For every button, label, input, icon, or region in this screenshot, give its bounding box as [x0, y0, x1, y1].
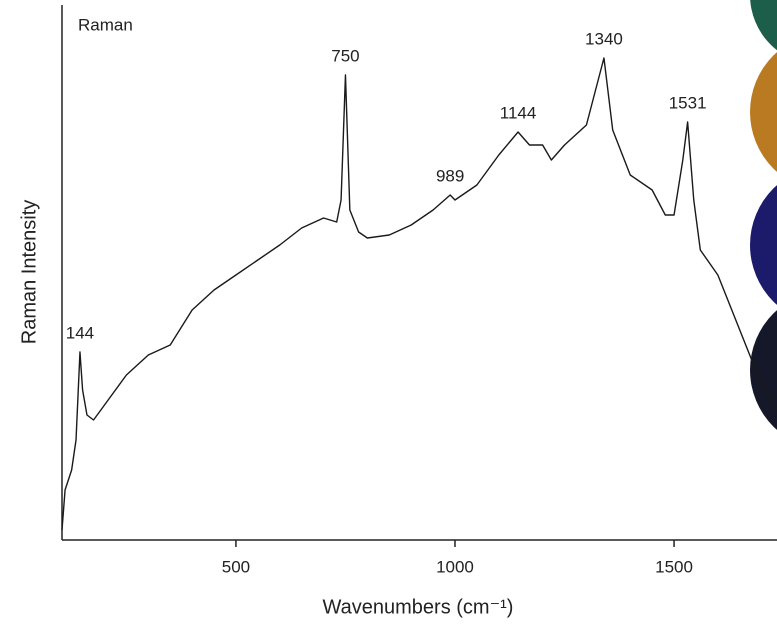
y-axis-label: Raman Intensity [18, 200, 40, 345]
sample-image [750, 52, 777, 172]
peak-label: 144 [66, 323, 94, 342]
peak-label: 1531 [669, 93, 707, 112]
x-tick-label: 1500 [655, 557, 693, 576]
peak-label: 1144 [500, 103, 537, 122]
sample-image [750, 185, 777, 305]
x-tick-label: 500 [222, 557, 250, 576]
sample-image [750, 0, 777, 51]
peak-label: 989 [436, 166, 464, 185]
sample-image [750, 310, 777, 430]
chart-title: Raman [78, 15, 133, 34]
peak-label: 1340 [585, 29, 623, 48]
x-axis-label: Wavenumbers (cm⁻¹) [323, 596, 514, 618]
spectrum-line [61, 57, 777, 531]
peak-label: 750 [331, 46, 359, 65]
x-tick-label: 1000 [436, 557, 474, 576]
